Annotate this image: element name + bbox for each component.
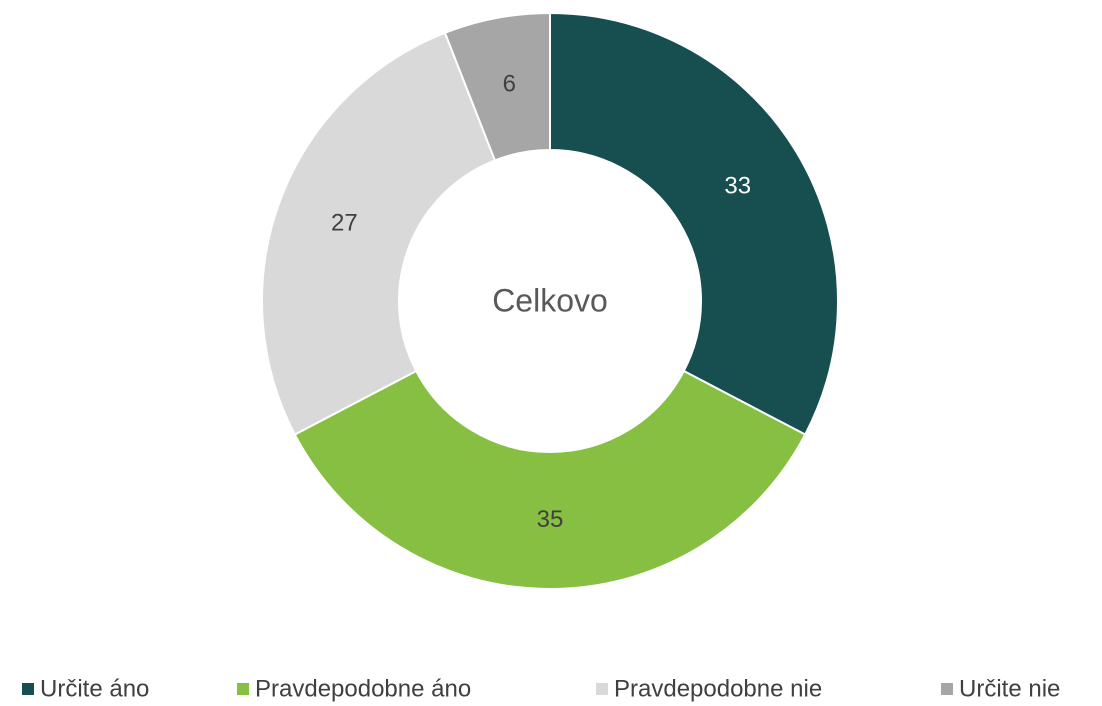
legend-label: Určite áno — [40, 675, 149, 702]
legend-marker — [596, 683, 608, 695]
donut-slice — [443, 11, 551, 162]
legend-label: Určite nie — [959, 675, 1060, 702]
donut-slice — [293, 369, 807, 590]
donut-slice — [549, 11, 839, 436]
data-label: 27 — [331, 209, 358, 236]
legend-marker — [941, 683, 953, 695]
legend-label: Pravdepodobne nie — [614, 675, 822, 702]
data-label: 6 — [503, 71, 516, 98]
legend-marker — [22, 683, 34, 695]
data-label: 35 — [537, 506, 564, 533]
donut-slice — [261, 31, 497, 436]
legend-label: Pravdepodobne áno — [255, 675, 471, 702]
legend-marker — [237, 683, 249, 695]
center-label: Celkovo — [492, 282, 608, 318]
data-label: 33 — [724, 173, 751, 200]
